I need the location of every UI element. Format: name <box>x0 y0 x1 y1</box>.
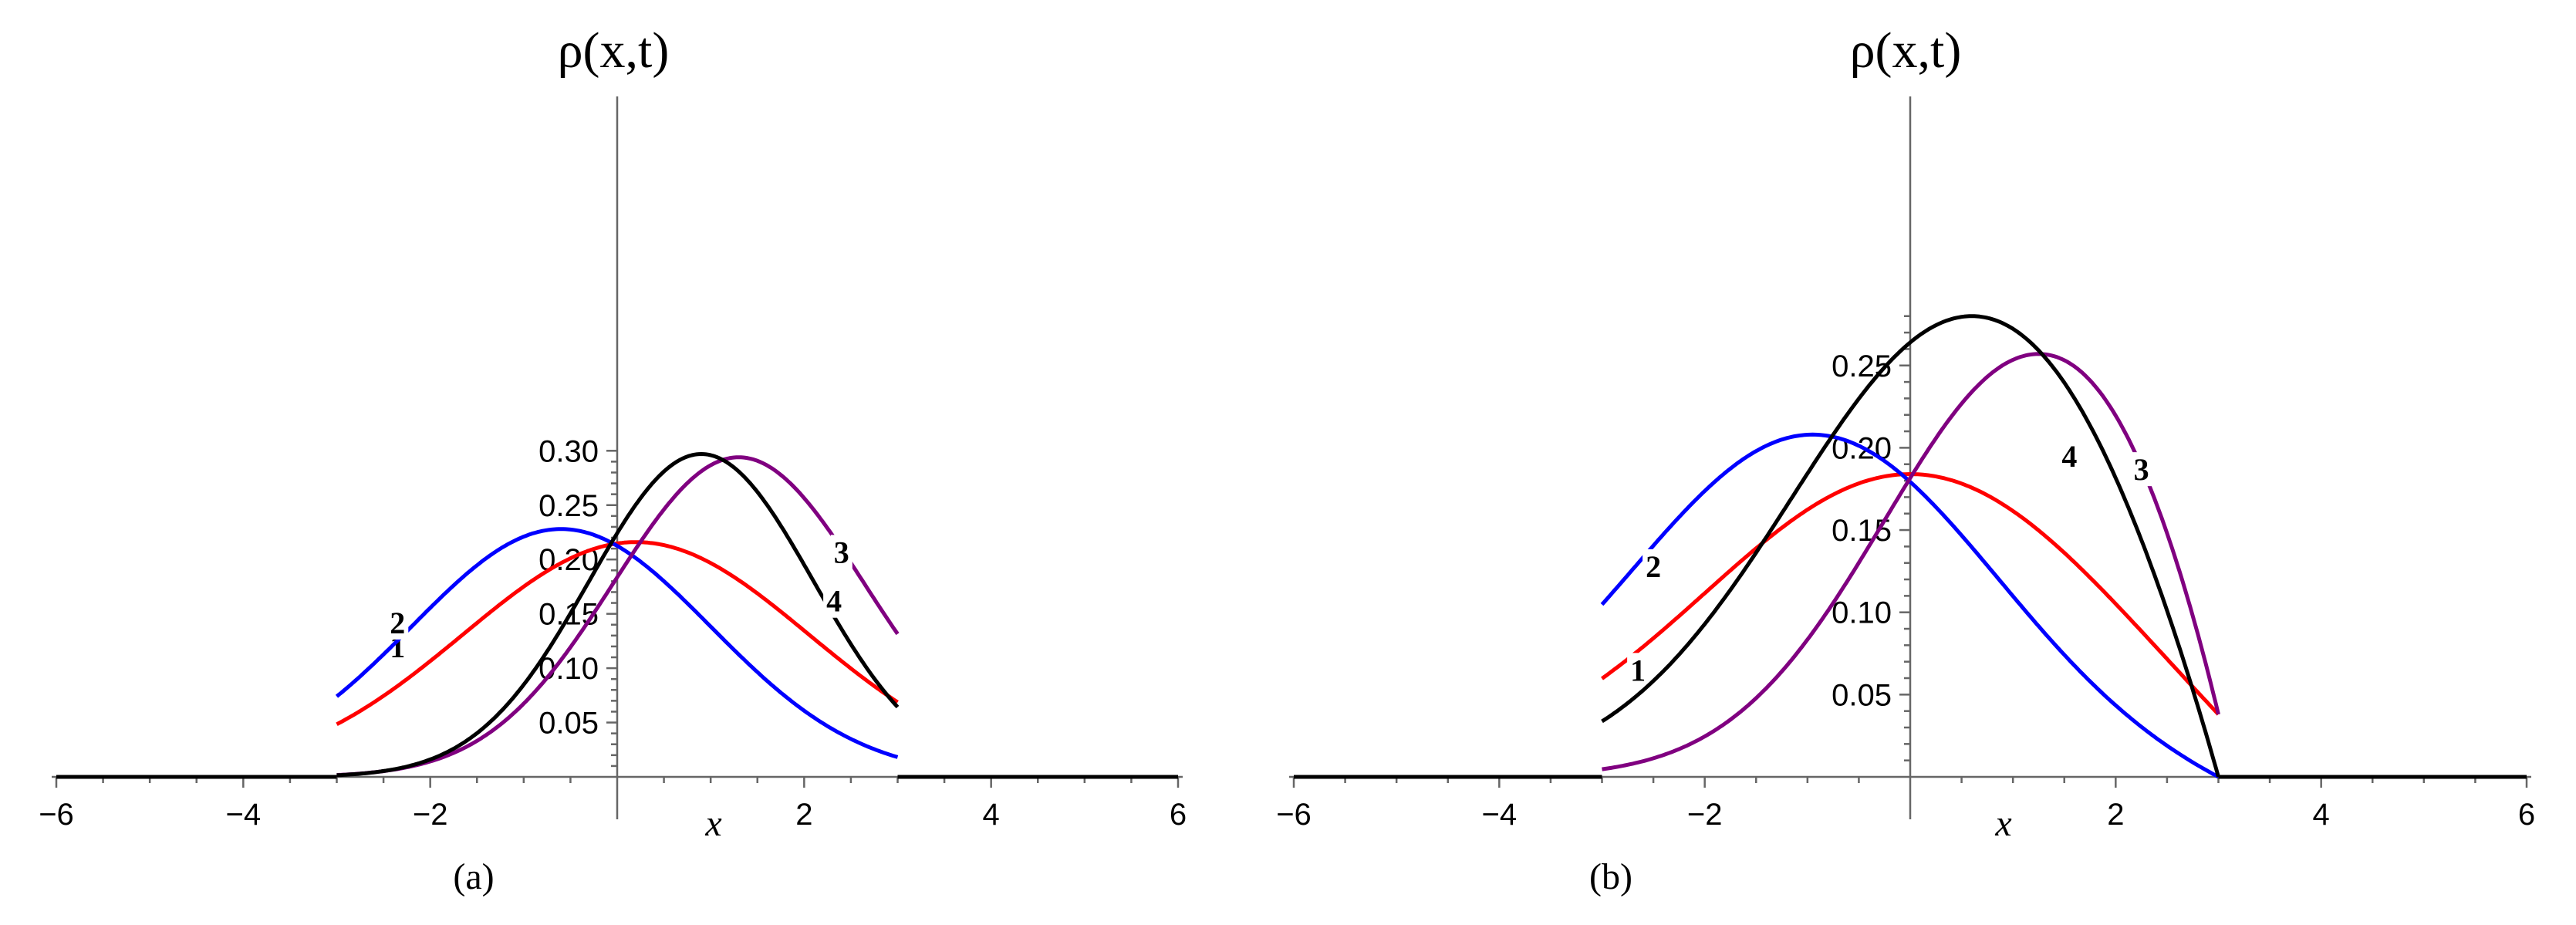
panel-a-ylabel: ρ(x,t) <box>558 22 670 79</box>
series-1-label-bg <box>1627 653 1649 687</box>
panel-a-label: (a) <box>453 856 494 897</box>
x-tick-label: 4 <box>983 798 1000 832</box>
series-4-label-bg <box>823 583 846 618</box>
series-4-line <box>336 452 900 778</box>
x-tick-label: −2 <box>413 798 448 832</box>
y-tick-label: 0.10 <box>538 652 599 686</box>
y-tick-label: 0.15 <box>1832 514 1892 548</box>
panel-b-label: (b) <box>1589 856 1632 897</box>
series-2-label-bg <box>1642 549 1665 583</box>
y-tick-label: 0.05 <box>1832 678 1892 712</box>
series-3-label-bg <box>2130 452 2152 487</box>
x-tick-label: −4 <box>1482 798 1518 832</box>
series-3-label: 3 <box>834 535 849 569</box>
series-3-label-bg <box>830 535 852 569</box>
series-2-line <box>335 527 899 759</box>
x-tick-label: −6 <box>39 798 74 832</box>
panel-a: ρ(x,t) x (a) −6 −4 −2 2 4 60.050.100.150.200.… <box>39 22 1187 897</box>
series-3-label: 3 <box>2134 452 2149 487</box>
series-1-line <box>336 540 899 727</box>
series-4-label: 4 <box>826 584 842 619</box>
panel-b-xlabel: x <box>1994 803 2011 844</box>
x-tick-label: 6 <box>1170 798 1187 832</box>
series-4-line <box>1601 314 2220 778</box>
series-4-label-bg <box>2058 439 2081 474</box>
series-2-line <box>1600 432 2220 779</box>
panel-b: ρ(x,t) x (b) −6 −4 −2 2 4 60.050.100.150.200.… <box>1276 22 2535 897</box>
panel-b-ylabel: ρ(x,t) <box>1850 22 1962 79</box>
y-tick-label: 0.25 <box>538 489 599 523</box>
x-tick-label: 2 <box>795 798 812 832</box>
y-tick-label: 0.30 <box>538 434 599 468</box>
series-2-label-bg <box>387 605 409 640</box>
x-tick-label: −4 <box>226 798 262 832</box>
series-3-line <box>1602 352 2220 771</box>
series-1-line <box>1601 472 2220 716</box>
y-tick-label: 0.25 <box>1832 349 1892 383</box>
series-4-label: 4 <box>2061 439 2077 474</box>
x-tick-label: 4 <box>2313 798 2330 832</box>
panel-a-xlabel: x <box>704 803 721 844</box>
y-tick-label: 0.10 <box>1832 596 1892 630</box>
y-tick-label: 0.05 <box>538 707 599 741</box>
series-2-label: 2 <box>1646 549 1661 584</box>
x-tick-label: −2 <box>1687 798 1723 832</box>
x-tick-label: 6 <box>2518 798 2535 832</box>
x-tick-label: −6 <box>1276 798 1312 832</box>
x-tick-label: 2 <box>2107 798 2124 832</box>
series-2-label: 2 <box>390 606 405 640</box>
series-1-label: 1 <box>1630 653 1646 687</box>
